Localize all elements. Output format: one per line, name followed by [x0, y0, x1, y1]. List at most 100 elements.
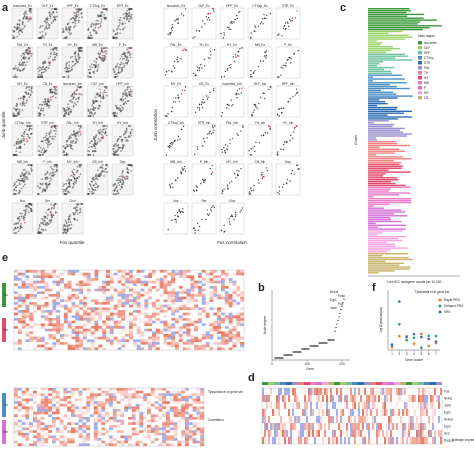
cell	[106, 328, 110, 332]
cell	[79, 334, 84, 337]
point	[174, 218, 176, 221]
cell	[60, 323, 64, 327]
cell	[79, 339, 84, 343]
point	[100, 96, 102, 99]
point	[50, 22, 53, 25]
cell	[56, 288, 61, 292]
bar	[368, 262, 405, 264]
cell	[140, 318, 145, 321]
cell	[236, 280, 241, 284]
cell	[175, 302, 179, 305]
cell	[52, 304, 57, 308]
cell	[33, 339, 38, 343]
cell	[125, 320, 130, 324]
point	[26, 204, 29, 207]
cell	[198, 347, 202, 351]
point	[192, 37, 194, 39]
cell	[83, 334, 87, 337]
cell	[213, 291, 218, 295]
cell	[102, 275, 107, 279]
cell	[213, 294, 218, 297]
cell	[40, 401, 45, 404]
cell	[48, 299, 53, 303]
cell	[121, 280, 126, 284]
point	[54, 96, 57, 99]
point	[73, 12, 76, 14]
cell	[71, 398, 75, 402]
cell	[186, 307, 191, 311]
cell	[109, 296, 114, 300]
cell	[163, 288, 168, 292]
point	[42, 140, 44, 143]
point	[255, 141, 257, 144]
cell	[29, 393, 34, 397]
subplot-frame	[247, 163, 273, 196]
bar	[368, 179, 399, 181]
point	[25, 101, 28, 104]
cell	[21, 323, 26, 327]
cell	[125, 318, 130, 321]
cell	[162, 388, 167, 391]
cell	[121, 299, 126, 303]
cell	[186, 296, 191, 300]
point	[76, 132, 79, 134]
cell	[17, 302, 22, 305]
cell	[140, 347, 145, 351]
cell	[117, 304, 122, 308]
cell	[29, 395, 34, 399]
point	[229, 66, 231, 69]
point	[46, 214, 49, 216]
points	[12, 86, 33, 117]
cell	[236, 344, 241, 348]
cell	[117, 294, 122, 297]
point	[21, 109, 24, 111]
point	[203, 181, 205, 184]
cell	[17, 315, 22, 319]
cell	[37, 294, 41, 297]
cell	[55, 393, 60, 397]
point	[46, 142, 49, 145]
cell	[52, 270, 57, 273]
point	[29, 203, 32, 205]
point	[31, 86, 33, 88]
cell	[136, 275, 141, 279]
point	[72, 168, 75, 171]
cell	[209, 331, 214, 335]
point	[96, 178, 99, 181]
cell	[44, 326, 49, 329]
point	[286, 178, 289, 181]
cell	[44, 302, 49, 305]
cell	[155, 312, 160, 316]
point	[289, 139, 291, 142]
point	[184, 89, 186, 92]
cell	[167, 272, 172, 276]
cell	[40, 342, 45, 345]
cell	[221, 315, 225, 319]
cell	[109, 334, 114, 337]
point	[170, 110, 173, 113]
point	[63, 37, 65, 39]
cell	[136, 320, 141, 324]
cell	[90, 296, 95, 300]
cell	[90, 286, 95, 289]
cell	[14, 347, 18, 351]
cell	[125, 307, 130, 311]
cell	[129, 291, 133, 295]
cell	[163, 312, 168, 316]
bar	[368, 53, 406, 55]
cell	[129, 280, 133, 284]
cell	[40, 336, 45, 340]
cell	[232, 312, 237, 316]
cell	[158, 390, 163, 394]
cell	[152, 339, 156, 343]
point	[173, 67, 176, 69]
cell	[109, 299, 114, 303]
cell	[213, 275, 218, 279]
cell	[106, 280, 110, 284]
cell	[86, 403, 91, 407]
point	[72, 139, 75, 142]
point	[66, 68, 69, 71]
cell	[139, 388, 144, 391]
point	[197, 222, 199, 225]
cell	[217, 288, 222, 292]
